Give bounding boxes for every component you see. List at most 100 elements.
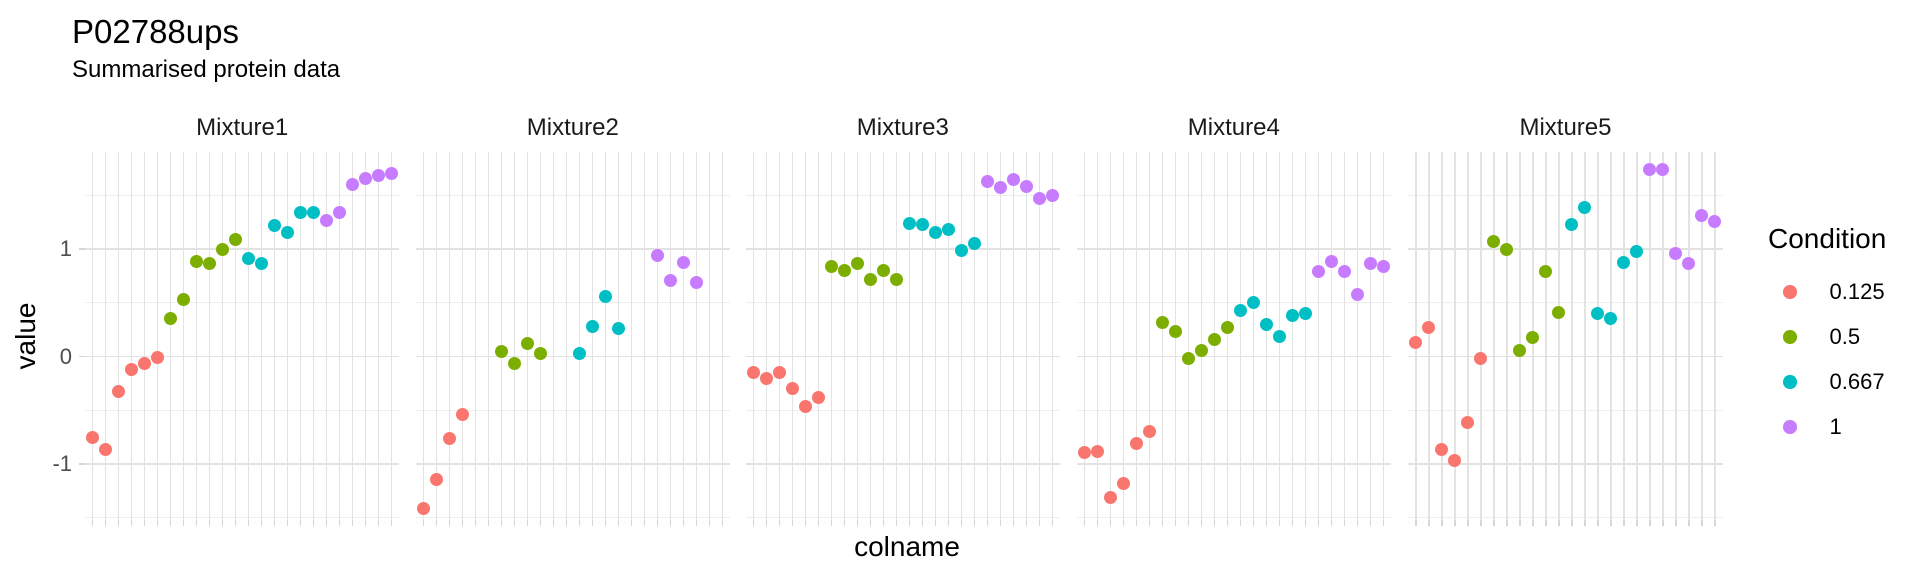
data-point: [1129, 437, 1143, 451]
facet-panel: [1408, 152, 1723, 526]
gridline-y-minor: [1408, 194, 1723, 196]
data-point: [772, 366, 786, 380]
data-point: [1669, 247, 1683, 260]
data-point: [1324, 254, 1338, 268]
data-point: [941, 223, 955, 237]
x-axis-tick: [973, 520, 976, 526]
gridline-x: [351, 152, 354, 520]
x-axis-tick: [643, 520, 646, 526]
gridline-x: [1584, 152, 1586, 520]
gridline-y-minor: [415, 194, 731, 196]
gridline-x: [1506, 152, 1508, 520]
gridline-x: [1096, 152, 1099, 520]
gridline-x: [1662, 152, 1664, 520]
y-axis-tick-label: 1: [59, 236, 72, 262]
x-axis-tick: [565, 520, 568, 526]
facet-strip-label: Mixture2: [526, 114, 619, 141]
legend-label: 0.125: [1829, 279, 1885, 304]
data-point: [824, 259, 838, 273]
x-axis-tick: [817, 520, 820, 526]
y-axis-tick: [78, 248, 85, 250]
gridline-y-minor: [745, 517, 1061, 519]
x-axis-tick: [338, 520, 341, 526]
gridline-y-minor: [84, 302, 400, 304]
gridline-y-major: [84, 248, 400, 250]
data-point: [954, 243, 968, 257]
gridline-y-minor: [745, 409, 1061, 411]
gridline-x: [817, 152, 820, 520]
gridline-x: [934, 152, 937, 520]
data-point: [811, 391, 825, 405]
x-axis-tick: [869, 520, 872, 526]
x-axis-tick: [591, 520, 594, 526]
data-point: [1643, 163, 1657, 177]
x-axis-tick: [1096, 520, 1099, 526]
x-axis-tick: [104, 520, 107, 526]
gridline-x: [1688, 152, 1690, 520]
x-axis-tick: [1252, 520, 1255, 526]
legend-item: 0.667: [1783, 368, 1885, 396]
data-point: [242, 252, 256, 266]
gridline-x: [1135, 152, 1138, 520]
data-point: [837, 264, 851, 278]
gridline-y-major: [415, 355, 731, 358]
gridline-x: [1109, 152, 1112, 520]
data-point: [650, 249, 664, 263]
gridline-y-major: [745, 463, 1061, 465]
facet-panel: [1076, 152, 1392, 526]
data-point: [359, 171, 373, 185]
gridline-y-major: [84, 355, 400, 358]
gridline-x: [708, 152, 711, 520]
gridline-x: [617, 152, 620, 520]
gridline-x: [1226, 152, 1229, 520]
gridline-x: [1317, 152, 1320, 520]
data-point: [520, 337, 534, 351]
gridline-y-minor: [1076, 409, 1392, 411]
data-point: [915, 217, 929, 231]
gridline-x: [1441, 152, 1443, 520]
x-axis-tick: [986, 520, 989, 526]
gridline-x: [1012, 152, 1015, 520]
gridline-x: [1083, 152, 1086, 520]
gridline-y-minor: [1408, 409, 1723, 411]
gridline-x: [1239, 152, 1242, 520]
x-axis-tick: [778, 520, 781, 526]
data-point: [216, 242, 230, 256]
x-axis-tick: [830, 520, 833, 526]
data-point: [598, 290, 612, 303]
gridline-x: [1369, 152, 1372, 520]
gridline-x: [435, 152, 438, 520]
data-point: [533, 346, 547, 360]
facet-strip-label: Mixture1: [196, 114, 289, 141]
x-axis-tick: [1148, 520, 1151, 526]
gridline-x: [1291, 152, 1294, 520]
y-axis-title: value: [10, 302, 41, 370]
x-axis-tick: [1317, 520, 1320, 526]
x-axis-tick: [260, 520, 263, 526]
gridline-x: [260, 152, 263, 520]
gridline-y-minor: [745, 194, 1061, 196]
gridline-x: [1415, 152, 1417, 520]
x-axis-tick: [1200, 520, 1203, 526]
x-axis-tick: [934, 520, 937, 526]
data-point: [1337, 265, 1351, 279]
x-axis-tick: [1636, 520, 1638, 526]
data-point: [455, 408, 469, 422]
data-point: [1695, 209, 1709, 223]
x-axis-tick: [1467, 520, 1469, 526]
gridline-y-minor: [415, 409, 731, 411]
data-point: [1142, 425, 1156, 439]
data-point: [177, 293, 191, 307]
data-point: [1630, 244, 1644, 258]
gridline-x: [656, 152, 659, 520]
x-axis-tick: [1265, 520, 1268, 526]
x-axis-tick: [377, 520, 380, 526]
x-axis-tick: [182, 520, 185, 526]
x-axis-tick: [1701, 520, 1703, 526]
x-axis-tick: [708, 520, 711, 526]
x-axis-tick: [1213, 520, 1216, 526]
x-axis-tick: [1135, 520, 1138, 526]
legend-label: 0.667: [1829, 369, 1885, 394]
x-axis-tick: [1109, 520, 1112, 526]
